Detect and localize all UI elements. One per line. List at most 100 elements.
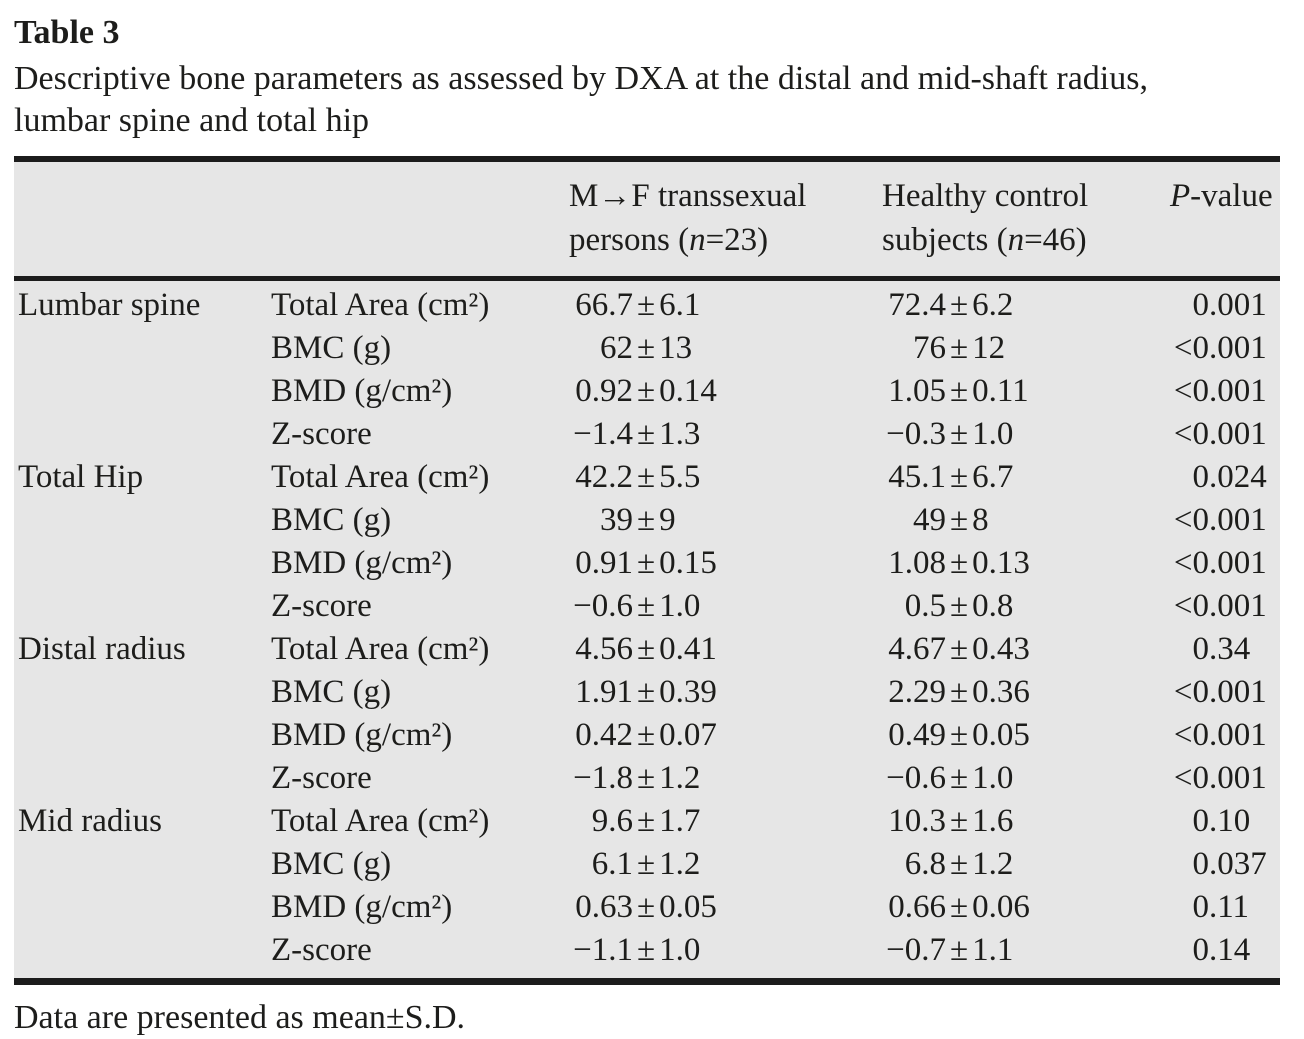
decimal-point: .	[1209, 717, 1218, 753]
decimal-point: .	[1209, 932, 1218, 968]
parameter-label: BMC (g)	[271, 846, 392, 882]
mean-value: 76	[913, 330, 946, 366]
table-row: BMD (g/cm²) 0.92 ±0.14 1.05 ±0.11 <0. 001	[14, 370, 1280, 413]
table-row: BMD (g/cm²) 0.63 ±0.05 0.66 ±0.06 0. 11	[14, 886, 1280, 929]
decimal-point: .	[1209, 416, 1218, 452]
control-value: −0.3 ±1.0	[878, 413, 1165, 456]
control-value: 10.3 ±1.6	[878, 800, 1165, 843]
mean-value: 0.49	[888, 717, 946, 753]
mean-value: −0.6	[886, 760, 946, 796]
sd-value: 0.36	[972, 674, 1030, 710]
p-decimal-part: 11	[1217, 889, 1250, 925]
decimal-point: .	[1209, 674, 1218, 710]
table-row: Total Hip Total Area (cm²) 42.2 ±5.5 45.1…	[14, 456, 1280, 499]
parameter-label: Z-score	[271, 932, 372, 968]
p-value: 0. 037	[1165, 843, 1280, 886]
plus-minus-sign: ±	[637, 846, 656, 882]
table-row: BMC (g) 39 ±9 49 ±8 <0. 001	[14, 499, 1280, 542]
section-label: Total Hip	[18, 459, 144, 495]
table-row: BMC (g) 1.91 ±0.39 2.29 ±0.36 <0. 001	[14, 671, 1280, 714]
header-p-value: P-value	[1170, 178, 1273, 214]
decimal-point: .	[1209, 459, 1218, 495]
transsexual-value: −0.6 ±1.0	[565, 585, 878, 628]
mean-value: 4.56	[575, 631, 633, 667]
header-control-group: Healthy control subjects (n=46)	[878, 174, 1165, 262]
mean-value: 4.67	[888, 631, 946, 667]
transsexual-value: 0.92 ±0.14	[565, 370, 878, 413]
table-row: BMC (g) 62 ±13 76 ±12 <0. 001	[14, 327, 1280, 370]
parameter-label: BMD (g/cm²)	[271, 717, 453, 753]
p-value: 0. 11	[1165, 886, 1280, 929]
plus-minus-sign: ±	[950, 760, 969, 796]
control-value: 0.49 ±0.05	[878, 714, 1165, 757]
p-decimal-part: 001	[1217, 760, 1267, 796]
sd-value: 1.7	[659, 803, 701, 839]
p-value: 0. 10	[1165, 800, 1280, 843]
sd-value: 1.0	[972, 760, 1014, 796]
p-decimal-part: 001	[1217, 416, 1267, 452]
sd-value: 0.43	[972, 631, 1030, 667]
plus-minus-sign: ±	[637, 631, 656, 667]
p-value: <0. 001	[1165, 413, 1280, 456]
p-value: <0. 001	[1165, 757, 1280, 800]
p-value: <0. 001	[1165, 542, 1280, 585]
p-decimal-part: 14	[1217, 932, 1251, 968]
transsexual-value: 9.6 ±1.7	[565, 800, 878, 843]
decimal-point: .	[1209, 330, 1218, 366]
table-caption: Descriptive bone parameters as assessed …	[14, 58, 1282, 142]
p-decimal-part: 10	[1217, 803, 1251, 839]
decimal-point: .	[1209, 545, 1218, 581]
p-symbol: P	[1170, 178, 1191, 214]
mean-value: 72.4	[888, 287, 946, 323]
p-integer-part: <0	[1173, 330, 1209, 366]
p-decimal-part: 001	[1217, 674, 1267, 710]
plus-minus-sign: ±	[637, 674, 656, 710]
section-label: Lumbar spine	[18, 287, 201, 323]
p-decimal-part: 001	[1217, 545, 1267, 581]
sd-value: 1.0	[972, 416, 1014, 452]
mean-value: 39	[600, 502, 633, 538]
plus-minus-sign: ±	[950, 803, 969, 839]
table-header-row: M→F transsexual persons (n=23) Healthy c…	[14, 162, 1280, 281]
parameter-label: Total Area (cm²)	[271, 803, 490, 839]
sd-value: 9	[659, 502, 676, 538]
plus-minus-sign: ±	[637, 760, 656, 796]
table-row: Z-score −1.1 ±1.0 −0.7 ±1.1 0. 14	[14, 929, 1280, 972]
sd-value: 0.13	[972, 545, 1030, 581]
sd-value: 1.2	[659, 846, 701, 882]
plus-minus-sign: ±	[637, 717, 656, 753]
mean-value: 6.8	[904, 846, 946, 882]
sd-value: 0.06	[972, 889, 1030, 925]
sd-value: 1.0	[659, 932, 701, 968]
decimal-point: .	[1209, 287, 1218, 323]
transsexual-value: 4.56 ±0.41	[565, 628, 878, 671]
control-value: 1.05 ±0.11	[878, 370, 1165, 413]
plus-minus-sign: ±	[950, 502, 969, 538]
plus-minus-sign: ±	[637, 416, 656, 452]
decimal-point: .	[1209, 373, 1218, 409]
p-value: 0. 14	[1165, 929, 1280, 972]
mean-value: 0.91	[575, 545, 633, 581]
transsexual-value: 0.91 ±0.15	[565, 542, 878, 585]
transsexual-value: −1.4 ±1.3	[565, 413, 878, 456]
parameter-label: BMD (g/cm²)	[271, 545, 453, 581]
table-row: Mid radius Total Area (cm²) 9.6 ±1.7 10.3…	[14, 800, 1280, 843]
sd-value: 1.2	[659, 760, 701, 796]
decimal-point: .	[1209, 631, 1218, 667]
mean-value: 1.91	[575, 674, 633, 710]
plus-minus-sign: ±	[950, 717, 969, 753]
sd-value: 0.15	[659, 545, 717, 581]
control-value: 1.08 ±0.13	[878, 542, 1165, 585]
sd-value: 0.14	[659, 373, 717, 409]
sd-value: 1.3	[659, 416, 701, 452]
decimal-point: .	[1209, 803, 1218, 839]
transsexual-value: 6.1 ±1.2	[565, 843, 878, 886]
table-row: BMD (g/cm²) 0.42 ±0.07 0.49 ±0.05 <0. 001	[14, 714, 1280, 757]
header-transsexual-line1: M→F transsexual	[569, 178, 807, 214]
caption-line-1: Descriptive bone parameters as assessed …	[14, 60, 1148, 97]
transsexual-value: 0.42 ±0.07	[565, 714, 878, 757]
transsexual-value: 42.2 ±5.5	[565, 456, 878, 499]
sd-value: 1.0	[659, 588, 701, 624]
sd-value: 0.8	[972, 588, 1014, 624]
p-integer-part: 0	[1192, 287, 1210, 323]
